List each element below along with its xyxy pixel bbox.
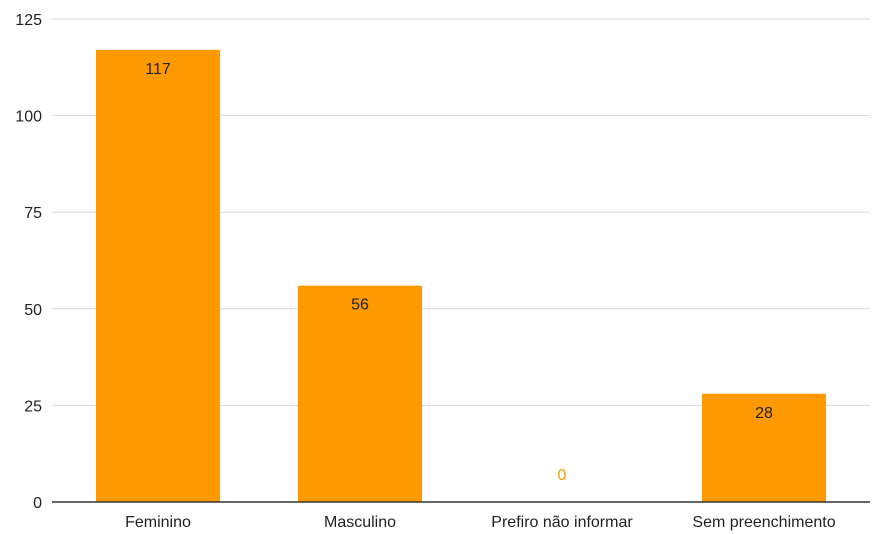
data-label: 0 xyxy=(558,467,567,484)
y-tick-label: 25 xyxy=(24,398,42,415)
x-category-label: Feminino xyxy=(125,514,191,531)
data-label: 28 xyxy=(755,405,773,422)
x-category-label: Prefiro não informar xyxy=(491,514,633,531)
x-category-label: Sem preenchimento xyxy=(692,514,835,531)
bars xyxy=(96,49,826,503)
x-axis-categories: Feminino Masculino Prefiro não informar Sem… xyxy=(125,514,836,531)
x-category-label: Masculino xyxy=(324,514,396,531)
data-label: 56 xyxy=(351,297,369,314)
y-tick-label: 100 xyxy=(15,109,42,126)
data-label: 117 xyxy=(145,61,171,78)
bar xyxy=(96,49,220,503)
bar xyxy=(298,285,422,502)
y-tick-label: 125 xyxy=(15,12,42,29)
bar xyxy=(702,393,826,502)
y-axis-ticks: 0 25 50 75 100 125 xyxy=(15,12,42,512)
y-tick-label: 50 xyxy=(24,302,42,319)
data-labels: 117 56 0 28 xyxy=(145,61,773,484)
y-tick-label: 0 xyxy=(33,495,42,512)
y-tick-label: 75 xyxy=(24,205,42,222)
